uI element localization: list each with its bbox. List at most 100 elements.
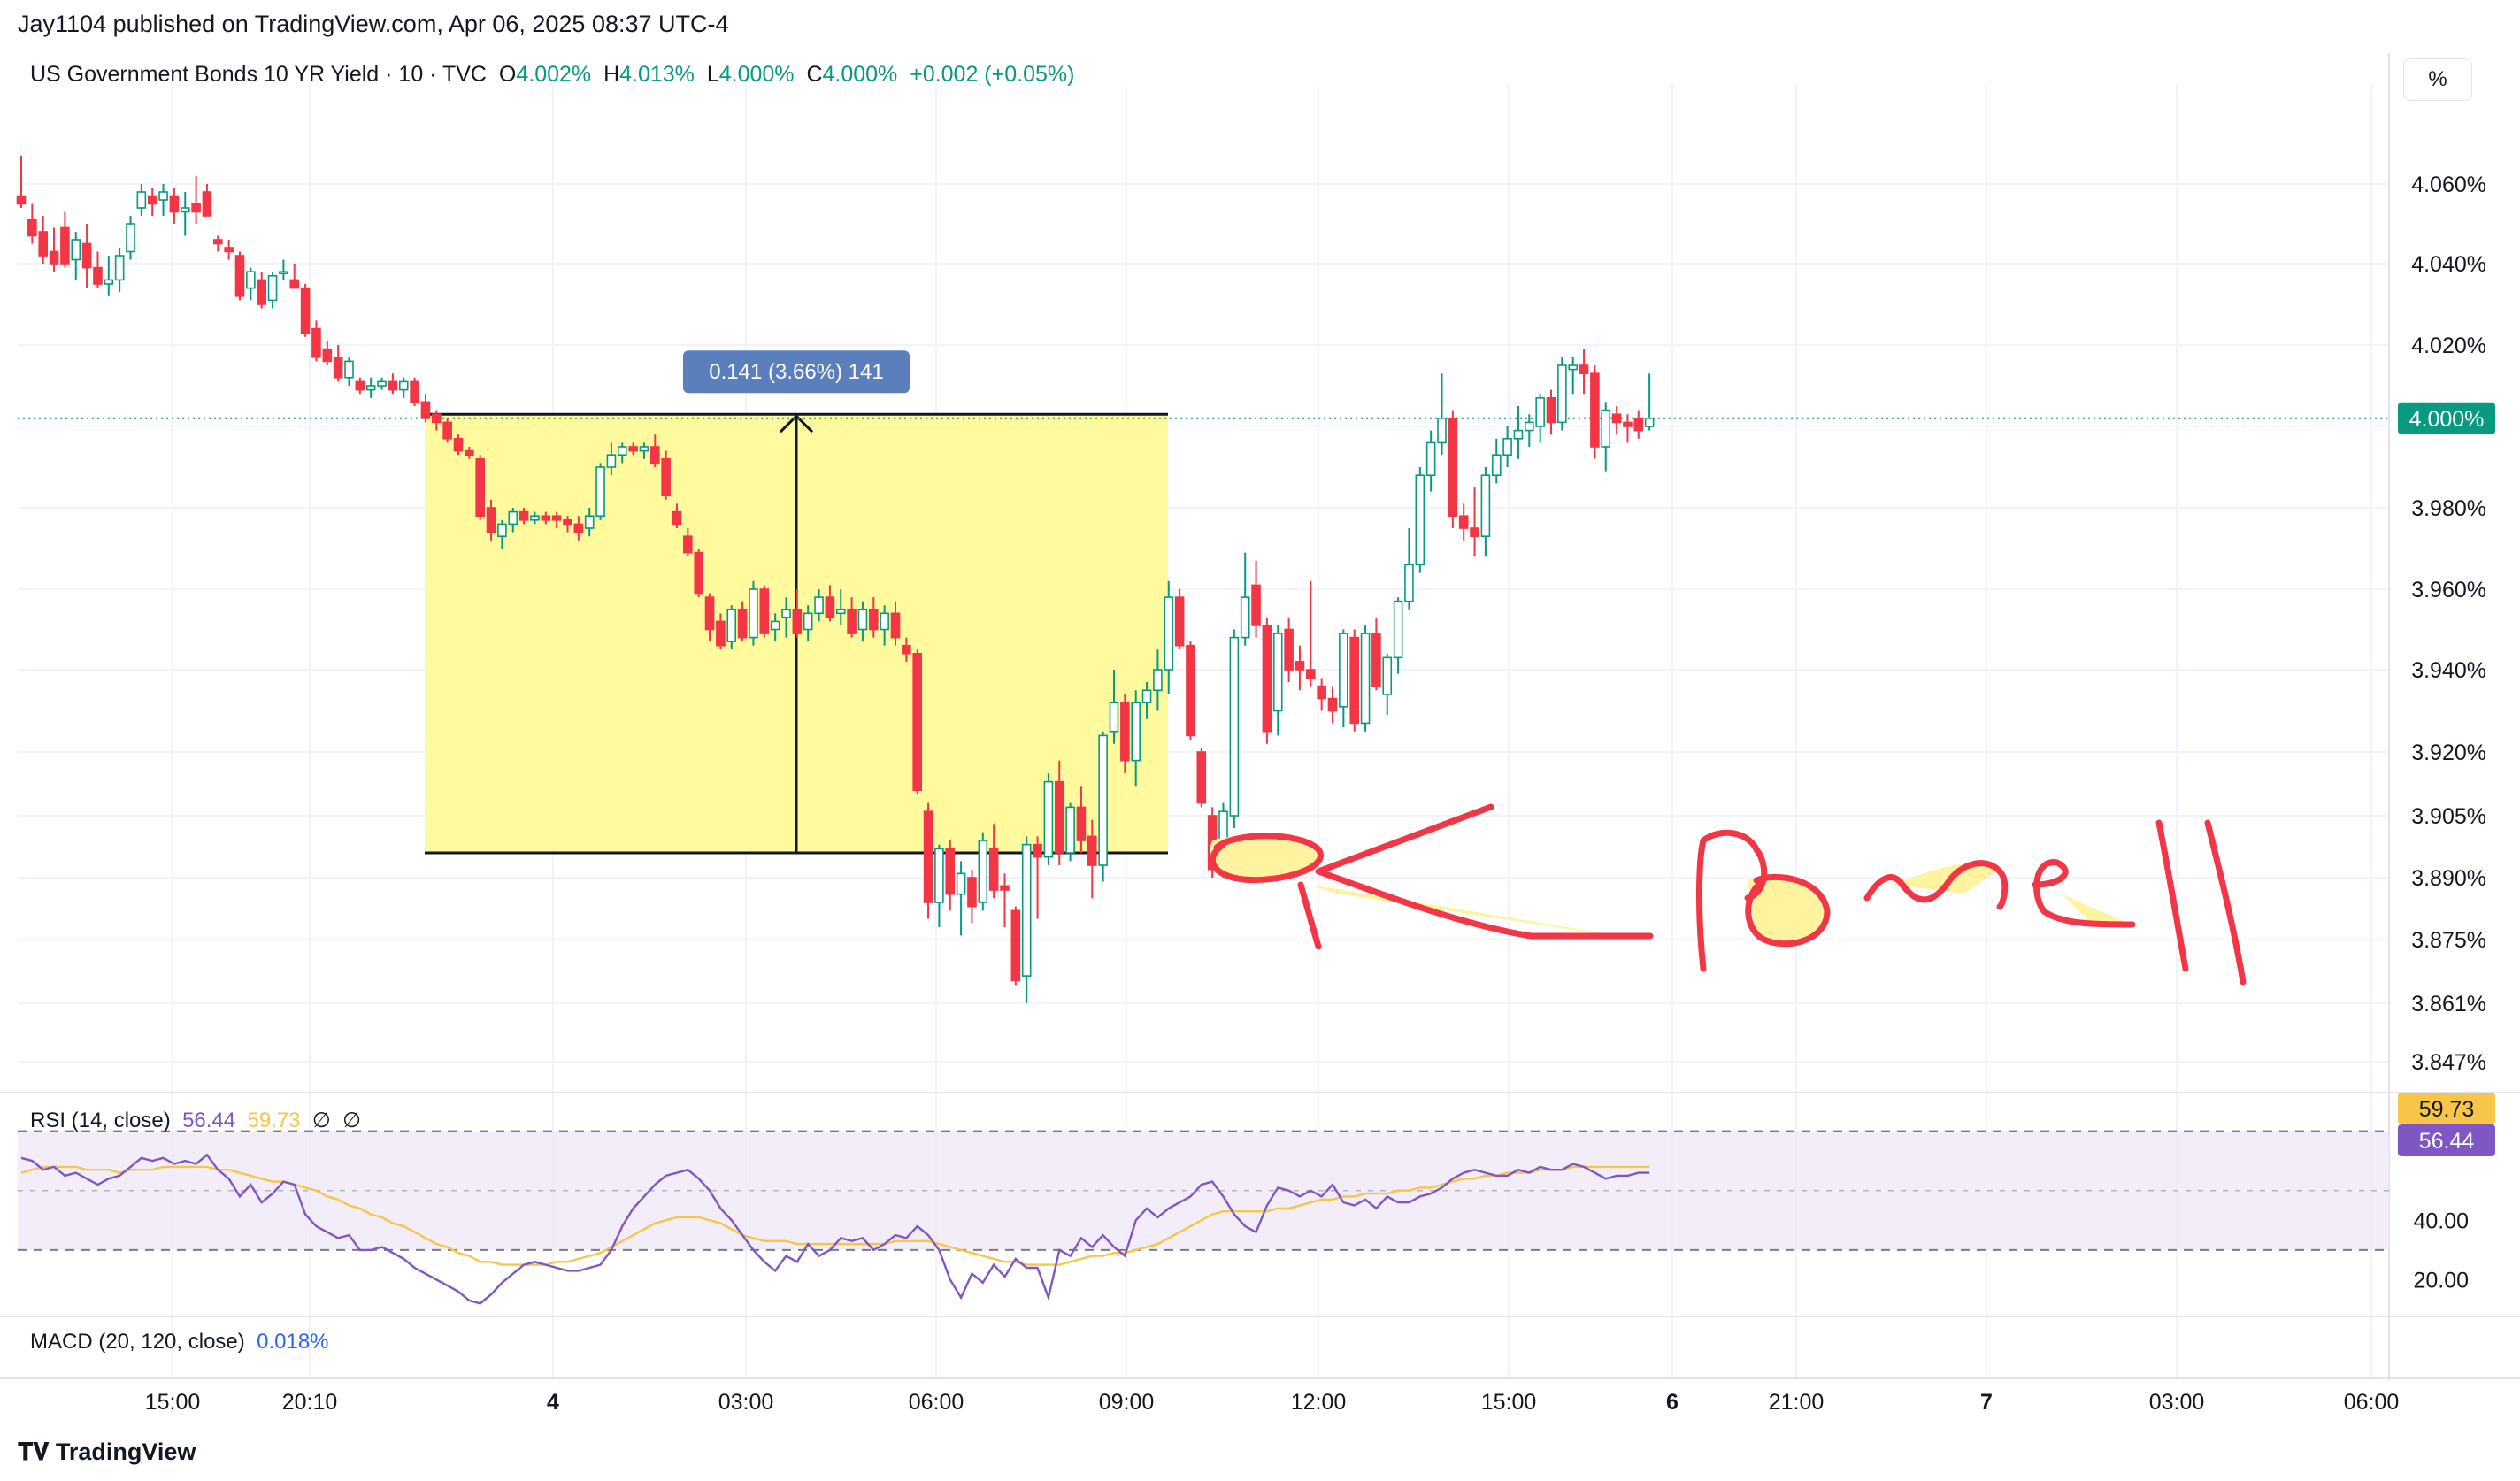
candle-down [234, 255, 245, 297]
annotation-circle [1210, 833, 1324, 884]
percent-scale-button[interactable]: % [2403, 58, 2472, 101]
macd-legend[interactable]: MACD (20, 120, close) 0.018% [30, 1330, 329, 1354]
time-tick: 06:00 [909, 1390, 964, 1415]
rsi-badge: 56.44 [2419, 1129, 2475, 1154]
candle-up [1098, 734, 1108, 866]
candle-up [1491, 454, 1502, 477]
candle-down [672, 510, 682, 526]
rsi-band-fill [18, 1131, 2389, 1250]
candle-up [639, 446, 649, 452]
candle-down [1251, 584, 1261, 626]
price-axis[interactable]: 4.060% 4.040% 4.020% 3.980% 3.960% 3.940% 3.92… [2411, 173, 2486, 1293]
annotation-fill [1894, 863, 2000, 894]
annotation-arrow [1315, 803, 1654, 940]
price-tick: 3.890% [2411, 866, 2486, 891]
candle-up [1437, 417, 1447, 444]
high-label: H [603, 62, 620, 87]
candle-down [704, 596, 715, 631]
price-tick: 3.940% [2411, 658, 2486, 683]
candle-down [628, 446, 638, 452]
candle-down [420, 401, 431, 419]
candle-down [333, 356, 343, 379]
candle-up [781, 608, 791, 618]
candle-down [1590, 372, 1600, 448]
handwriting-w [1863, 860, 2009, 910]
close-value: 4.000% [822, 62, 898, 87]
symbol-legend[interactable]: US Government Bonds 10 YR Yield · 10 · T… [30, 62, 1074, 88]
last-price-badge-bg [2398, 402, 2495, 434]
open-label: O [498, 62, 517, 87]
candle-down [169, 195, 180, 213]
candle-up [71, 239, 81, 261]
rsi-value: 56.44 [182, 1109, 236, 1132]
high-value: 4.013% [619, 62, 695, 87]
price-tick: 3.847% [2411, 1050, 2486, 1075]
candle-down [519, 510, 529, 521]
candle-up [530, 515, 540, 521]
candle-up [1360, 633, 1371, 725]
tradingview-logo[interactable]: 𝐓𝐕 TradingView [18, 1439, 196, 1467]
candle-down [967, 877, 977, 908]
annotation-fill [1310, 885, 1637, 940]
time-tick: 21:00 [1769, 1390, 1825, 1415]
candle-down [847, 608, 857, 634]
rsi-legend[interactable]: RSI (14, close) 56.44 59.73 ∅ ∅ [30, 1108, 361, 1133]
candle-down [1262, 625, 1272, 733]
candle-up [880, 612, 889, 631]
candle-up [180, 207, 190, 213]
empty-set-icon: ∅ [311, 1109, 331, 1132]
handwriting-o [1745, 873, 1831, 948]
candle-down [224, 247, 234, 253]
published-by: Jay1104 published on TradingView.com, Ap… [18, 11, 729, 37]
candle-down [410, 380, 419, 403]
candle-up [158, 191, 168, 201]
candle-down [442, 421, 452, 440]
candle-down [573, 523, 584, 533]
handwriting-p [1695, 829, 1768, 972]
handwriting-e [2032, 859, 2136, 928]
candle-down [868, 608, 879, 631]
candle-up [617, 446, 627, 456]
candle-down [1306, 669, 1316, 679]
candle-down [1174, 596, 1185, 647]
candle-up [126, 223, 135, 253]
candle-up [1557, 364, 1567, 424]
candle-down [1284, 628, 1294, 671]
candle-down [311, 327, 321, 358]
candle-down [1458, 515, 1469, 529]
candle-down [1186, 644, 1195, 737]
rsi-ma-value: 59.73 [247, 1109, 301, 1132]
rsi-tick: 40.00 [2413, 1209, 2469, 1233]
candle-down [81, 242, 92, 269]
symbol-name: US Government Bonds 10 YR Yield · 10 · T… [30, 62, 487, 87]
candle-up [114, 255, 125, 281]
price-tick: 3.980% [2411, 496, 2486, 521]
candle-down [147, 195, 158, 205]
candle-up [1272, 633, 1283, 712]
candle-down [1054, 780, 1064, 854]
last-price-badge: 4.000% [2409, 407, 2485, 432]
candle-up [1141, 689, 1152, 703]
candle-down [1623, 421, 1633, 427]
candle-down [1196, 751, 1207, 804]
candle-down [486, 507, 496, 533]
close-label: C [806, 62, 823, 87]
candle-down [27, 219, 37, 237]
macd-value: 0.018% [257, 1330, 329, 1354]
time-axis[interactable]: 15:00 20:10 4 03:00 06:00 09:00 12:00 15:00 6 21:… [145, 1390, 2400, 1415]
candle-up [136, 191, 147, 209]
candle-up [246, 271, 256, 289]
candle-up [1240, 596, 1250, 639]
candle-up [978, 840, 988, 903]
candle-down [60, 226, 70, 265]
candle-up [934, 848, 944, 903]
time-tick: 09:00 [1099, 1390, 1155, 1415]
candle-down [1295, 661, 1305, 671]
candle-down [694, 551, 704, 595]
candle-up [104, 279, 114, 285]
empty-set-icon: ∅ [342, 1109, 362, 1132]
candle-up [1131, 702, 1141, 762]
time-tick: 6 [1666, 1390, 1679, 1415]
powell-annotation [1210, 803, 2247, 986]
